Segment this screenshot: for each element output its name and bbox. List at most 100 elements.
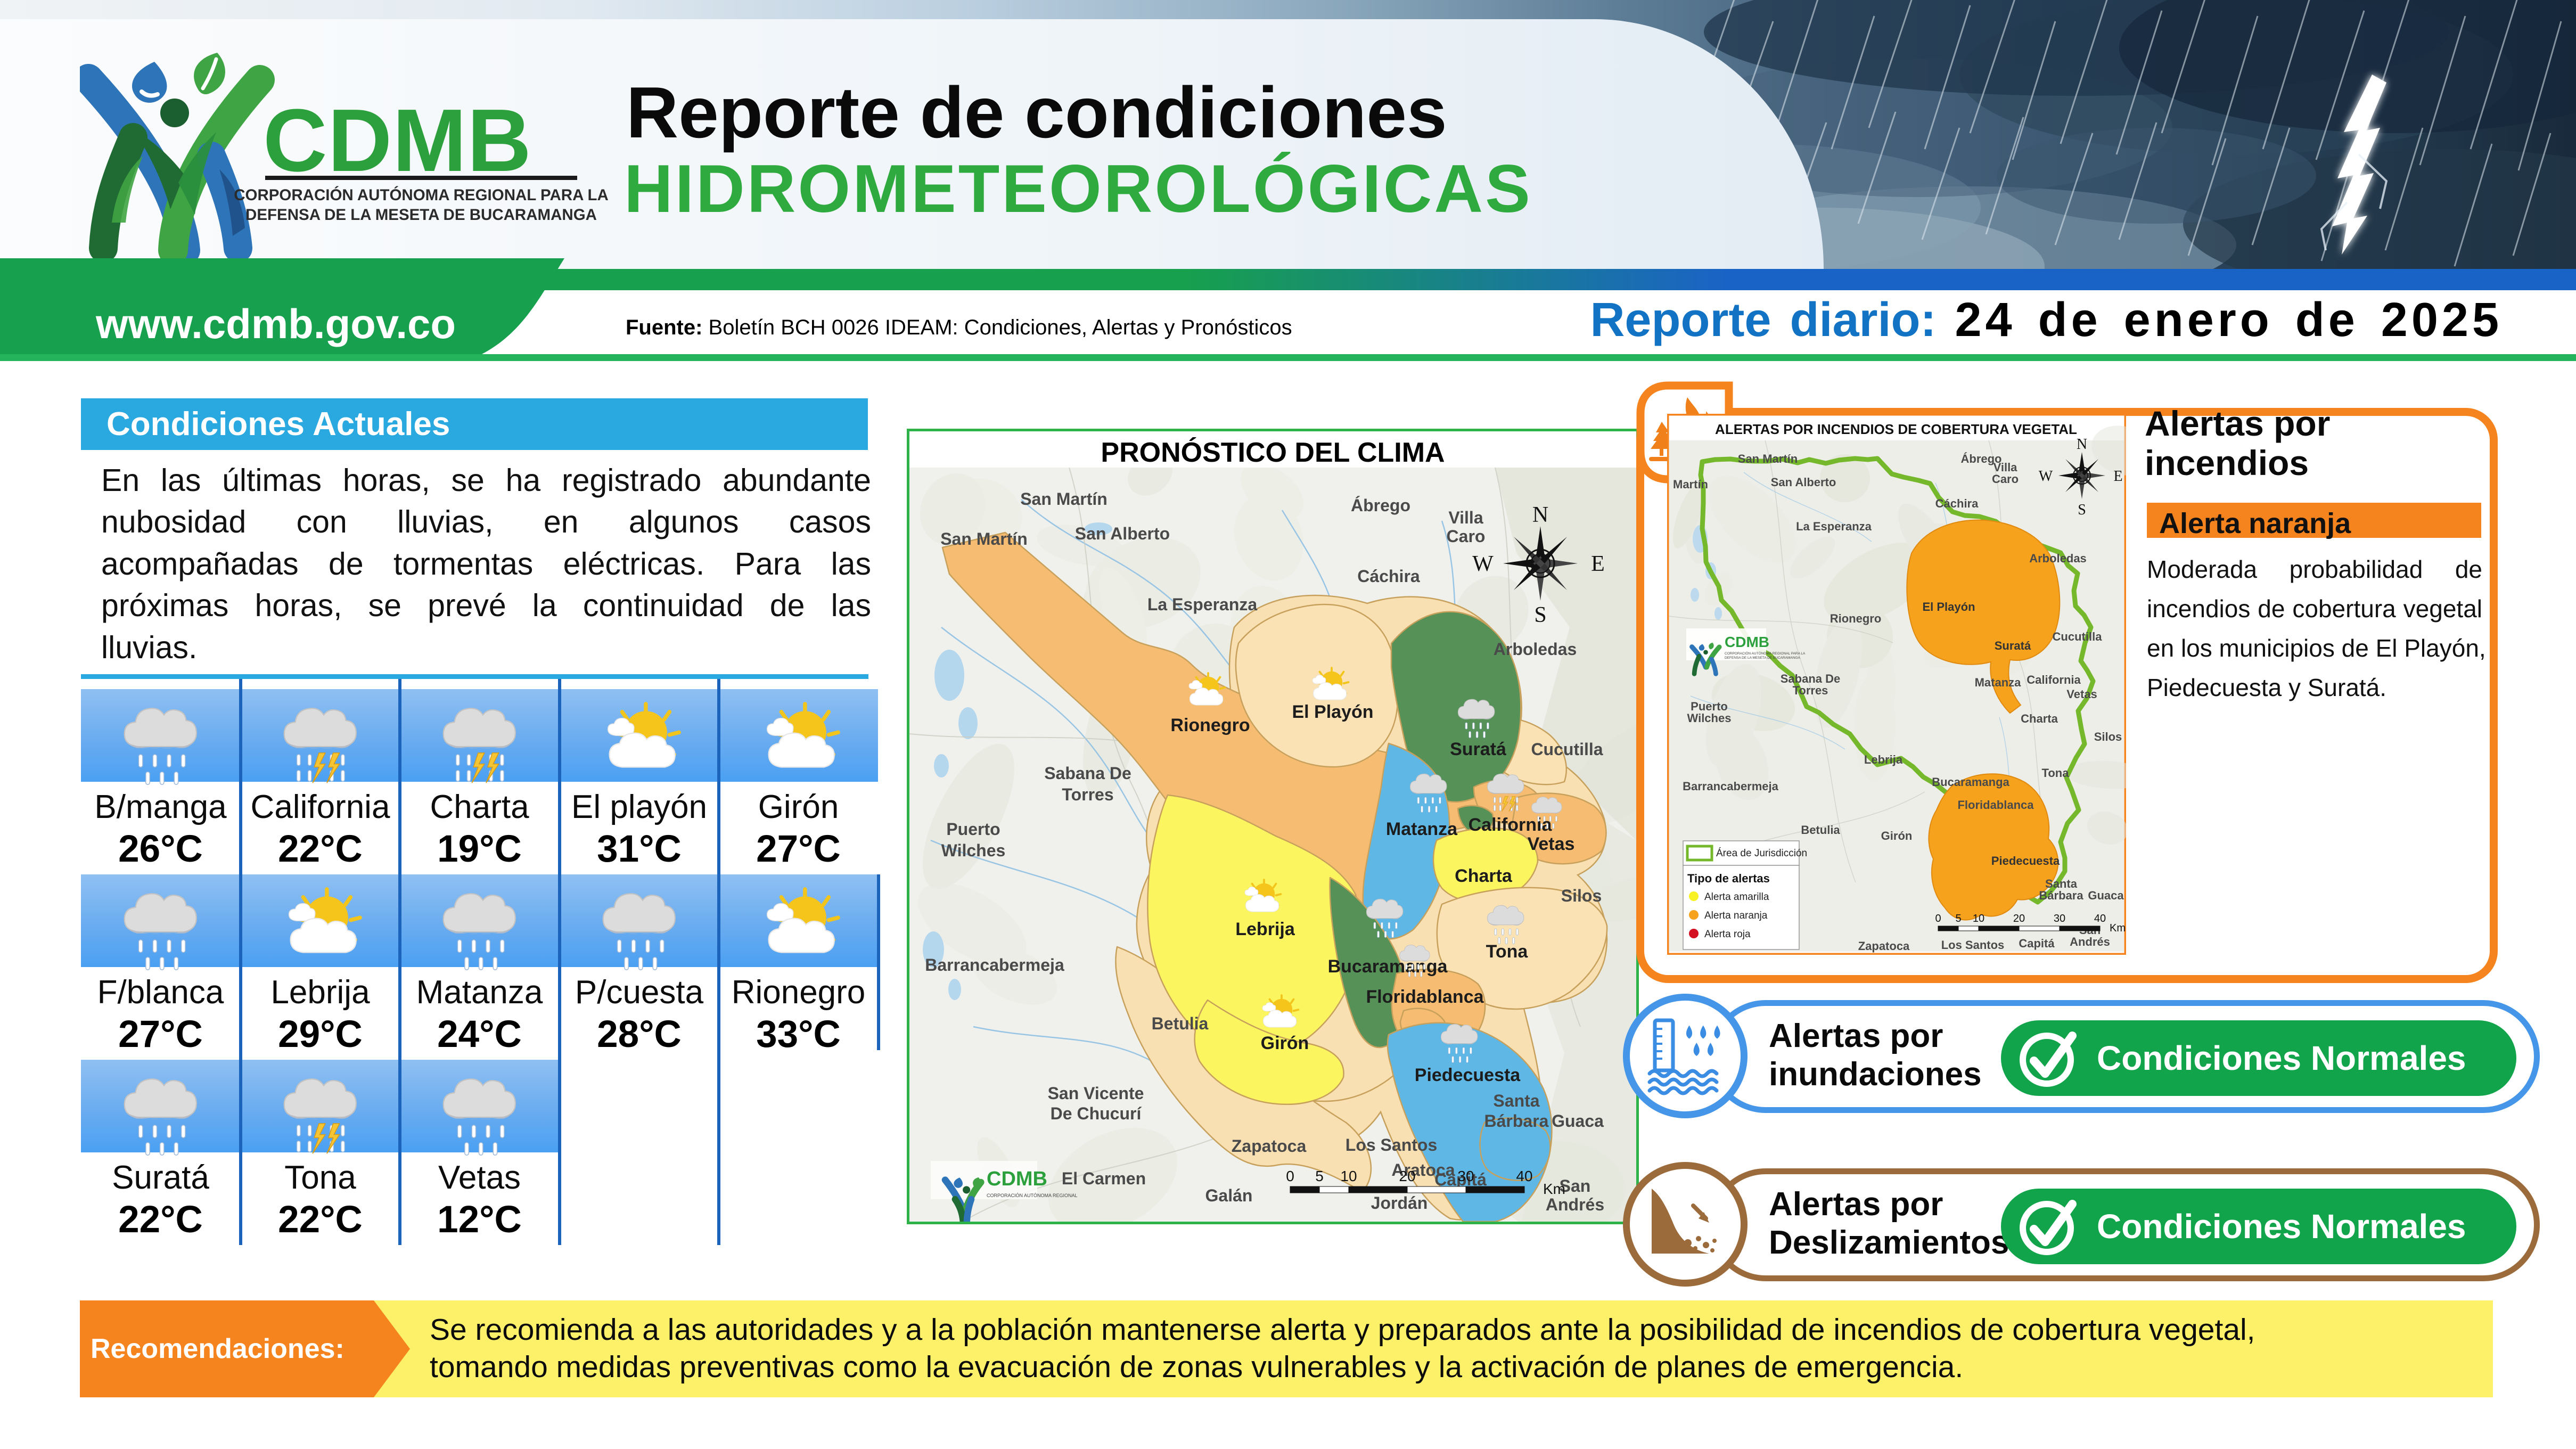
svg-text:Piedecuesta: Piedecuesta xyxy=(1991,854,2060,867)
svg-text:Vetas: Vetas xyxy=(2066,687,2097,701)
svg-text:Wilches: Wilches xyxy=(1687,711,1732,725)
svg-text:Matanza: Matanza xyxy=(1975,676,2022,689)
svg-text:Bucaramanga: Bucaramanga xyxy=(1328,956,1448,977)
svg-text:Cáchira: Cáchira xyxy=(1935,497,1979,510)
svg-text:Lebrija: Lebrija xyxy=(1235,919,1295,939)
svg-text:Cucutilla: Cucutilla xyxy=(1531,740,1603,759)
svg-text:Suratá: Suratá xyxy=(1450,739,1506,759)
svg-text:Puerto: Puerto xyxy=(946,820,1000,839)
svg-text:DEFENSA DE LA MESETA DE BUCARA: DEFENSA DE LA MESETA DE BUCARAMANGA xyxy=(245,206,597,224)
svg-text:Silos: Silos xyxy=(1561,886,1602,905)
svg-text:Betulia: Betulia xyxy=(1152,1014,1209,1033)
svg-text:Tona: Tona xyxy=(1486,942,1529,962)
svg-text:CDMB: CDMB xyxy=(263,91,532,190)
svg-text:Guaca: Guaca xyxy=(1552,1111,1604,1131)
svg-text:Silos: Silos xyxy=(2094,730,2122,743)
svg-text:San Martín: San Martín xyxy=(940,529,1028,549)
svg-text:Guaca: Guaca xyxy=(2088,889,2124,902)
svg-text:Charta: Charta xyxy=(1455,866,1513,886)
svg-text:Área de Jurisdicción: Área de Jurisdicción xyxy=(1716,848,1807,859)
svg-text:Capitá: Capitá xyxy=(2019,937,2055,950)
svg-text:Rionegro: Rionegro xyxy=(1830,612,1882,625)
svg-text:Los Santos: Los Santos xyxy=(1941,938,2005,952)
svg-text:Ábrego: Ábrego xyxy=(1961,452,2002,465)
svg-text:Aratoca: Aratoca xyxy=(1391,1160,1455,1180)
svg-text:Sabana De: Sabana De xyxy=(1781,672,1841,685)
svg-text:Capitá: Capitá xyxy=(1434,1170,1487,1189)
svg-text:De Chucurí: De Chucurí xyxy=(1051,1104,1142,1123)
svg-text:Alerta amarilla: Alerta amarilla xyxy=(1704,891,1769,903)
svg-text:DEFENSA DE LA MESETA DE BUCARA: DEFENSA DE LA MESETA DE BUCARAMANGA xyxy=(1725,656,1800,660)
svg-text:S: S xyxy=(2078,502,2086,518)
svg-text:Puerto: Puerto xyxy=(1691,700,1728,713)
svg-text:Arboledas: Arboledas xyxy=(1494,640,1577,659)
svg-text:San Alberto: San Alberto xyxy=(1075,524,1170,543)
svg-text:0: 0 xyxy=(1286,1168,1294,1184)
svg-text:40: 40 xyxy=(1516,1168,1532,1184)
svg-text:Andrés: Andrés xyxy=(2070,935,2110,948)
svg-text:40: 40 xyxy=(2094,913,2106,924)
svg-text:Galán: Galán xyxy=(1205,1186,1253,1205)
svg-text:Barrancabermeja: Barrancabermeja xyxy=(1683,780,1779,793)
svg-text:CDMB: CDMB xyxy=(1725,634,1769,650)
svg-text:0: 0 xyxy=(1935,913,1941,924)
svg-text:California: California xyxy=(1469,815,1553,835)
svg-text:Tipo de alertas: Tipo de alertas xyxy=(1687,872,1770,885)
svg-text:10: 10 xyxy=(1340,1168,1357,1184)
svg-text:Bucaramanga: Bucaramanga xyxy=(1932,775,2009,789)
svg-text:Rionegro: Rionegro xyxy=(1170,715,1250,735)
svg-text:W: W xyxy=(2039,468,2053,485)
svg-text:Girón: Girón xyxy=(1881,829,1913,842)
svg-text:Alerta naranja: Alerta naranja xyxy=(1704,910,1768,921)
svg-text:Bárbara: Bárbara xyxy=(1484,1111,1549,1131)
svg-text:S: S xyxy=(1534,603,1546,627)
svg-text:Floridablanca: Floridablanca xyxy=(1366,987,1484,1007)
svg-text:Zapatoca: Zapatoca xyxy=(1858,939,1910,953)
svg-text:Girón: Girón xyxy=(1261,1033,1309,1053)
svg-text:California: California xyxy=(2027,673,2081,686)
svg-text:Suratá: Suratá xyxy=(1995,639,2031,652)
svg-text:San Martín: San Martín xyxy=(1738,452,1798,465)
svg-text:Los Santos: Los Santos xyxy=(1346,1135,1437,1155)
svg-text:Charta: Charta xyxy=(2021,712,2058,725)
svg-text:N: N xyxy=(1532,503,1548,527)
svg-text:Vetas: Vetas xyxy=(1528,834,1575,854)
svg-text:20: 20 xyxy=(2013,913,2025,924)
svg-text:Zapatoca: Zapatoca xyxy=(1232,1136,1307,1156)
svg-text:La Esperanza: La Esperanza xyxy=(1147,595,1258,614)
svg-text:San Martín: San Martín xyxy=(1020,489,1107,509)
svg-text:El Playón: El Playón xyxy=(1292,702,1373,722)
svg-text:Torres: Torres xyxy=(1062,785,1113,804)
svg-text:San: San xyxy=(1560,1176,1591,1196)
svg-text:20: 20 xyxy=(1399,1168,1415,1184)
svg-text:La Esperanza: La Esperanza xyxy=(1796,520,1872,533)
svg-text:Alerta roja: Alerta roja xyxy=(1704,929,1751,940)
svg-text:Andrés: Andrés xyxy=(1546,1195,1604,1214)
svg-text:CORPORACIÓN AUTÓNOMA REGIONAL: CORPORACIÓN AUTÓNOMA REGIONAL PARA LA xyxy=(1725,651,1806,656)
svg-text:ALERTAS POR INCENDIOS DE COBER: ALERTAS POR INCENDIOS DE COBERTURA VEGET… xyxy=(1715,421,2077,437)
svg-text:Torres: Torres xyxy=(1793,684,1828,697)
svg-text:San Vicente: San Vicente xyxy=(1048,1084,1144,1103)
svg-text:E: E xyxy=(2113,468,2122,485)
svg-text:Matanza: Matanza xyxy=(1386,819,1458,839)
svg-text:CORPORACIÓN AUTÓNOMA REGIONAL: CORPORACIÓN AUTÓNOMA REGIONAL xyxy=(987,1193,1078,1198)
svg-text:W: W xyxy=(1472,552,1494,576)
svg-text:San Alberto: San Alberto xyxy=(1771,476,1836,489)
svg-text:Lebrija: Lebrija xyxy=(1864,753,1903,766)
svg-text:Wilches: Wilches xyxy=(941,841,1006,860)
svg-text:Sabana De: Sabana De xyxy=(1044,764,1131,783)
svg-text:Barrancabermeja: Barrancabermeja xyxy=(925,955,1064,975)
svg-text:Piedecuesta: Piedecuesta xyxy=(1415,1065,1521,1085)
svg-text:Caro: Caro xyxy=(1992,472,2019,486)
svg-text:Villa: Villa xyxy=(1993,461,2018,474)
svg-text:Martín: Martín xyxy=(1673,478,1708,491)
svg-text:Jordán: Jordán xyxy=(1371,1193,1428,1213)
svg-text:Tona: Tona xyxy=(2042,766,2070,780)
svg-text:10: 10 xyxy=(1973,913,1984,924)
svg-text:5: 5 xyxy=(1315,1168,1324,1184)
svg-text:E: E xyxy=(1591,552,1605,576)
svg-text:Cucutilla: Cucutilla xyxy=(2053,630,2103,643)
svg-text:El Carmen: El Carmen xyxy=(1062,1169,1146,1188)
svg-text:Villa: Villa xyxy=(1448,508,1483,527)
svg-text:Km: Km xyxy=(1543,1181,1565,1197)
